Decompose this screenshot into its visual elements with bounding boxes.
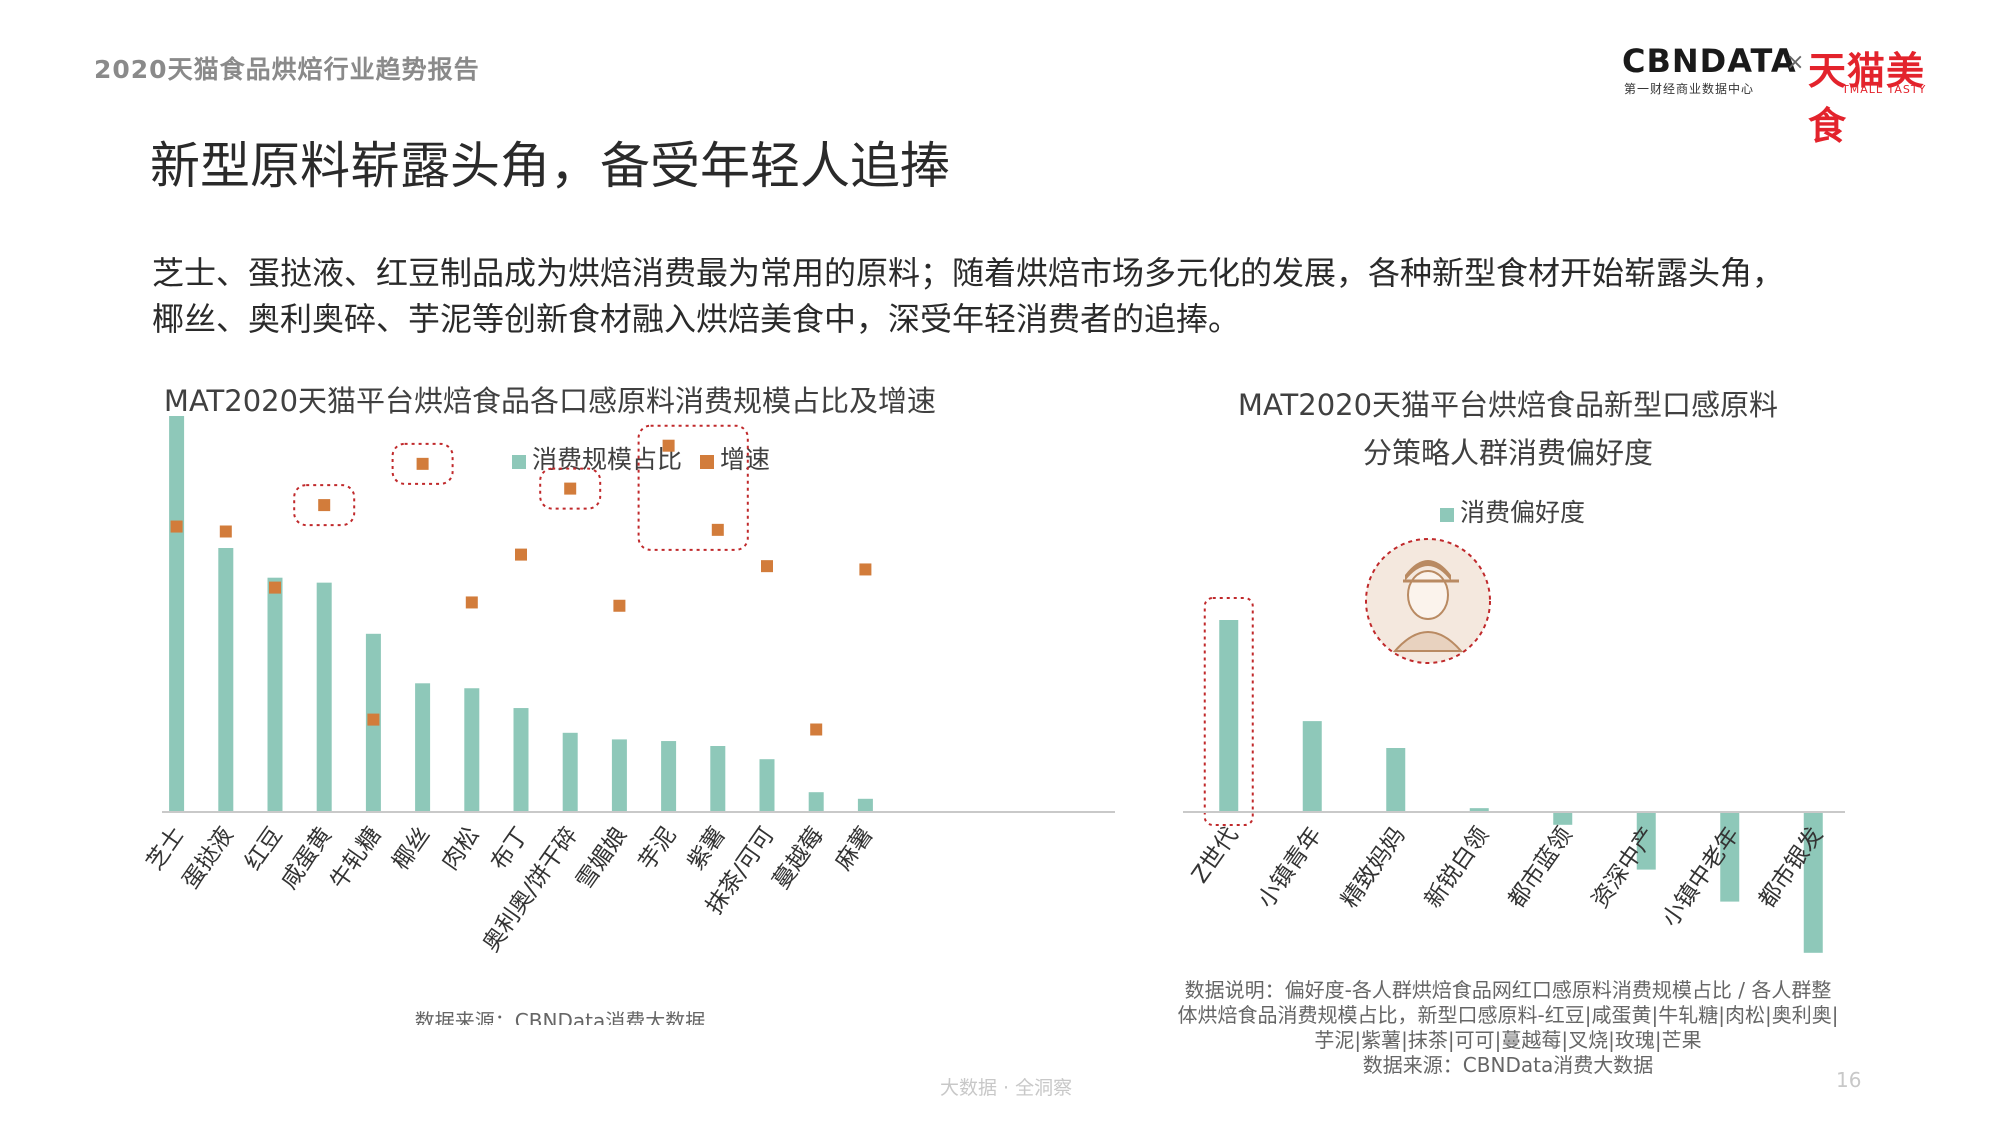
chart1-growth-point-8: [515, 548, 527, 561]
cbndata-logo-subtitle: 第一财经商业数据中心: [1624, 82, 1755, 96]
description: 芝士、蛋挞液、红豆制品成为烘焙消费最为常用的原料；随着烘焙市场多元化的发展，各种…: [152, 250, 1892, 342]
chart1-growth-point-15: [859, 563, 872, 576]
page-number: 16: [1836, 1068, 1862, 1092]
chart1-bar-2: [218, 548, 234, 812]
chart2-title-line-1: MAT2020天猫平台烘焙食品新型口感原料: [1238, 388, 1778, 422]
chart2-bar-7: [1720, 812, 1740, 902]
chart2-note-line-3: 芋泥|紫薯|抹茶|可可|蔓越莓|叉烧|玫瑰|芒果: [1314, 1028, 1701, 1052]
legend-swatch-growth: [700, 455, 714, 469]
chart1-growth-point-14: [810, 723, 823, 736]
chart2-bar-8: [1803, 812, 1823, 953]
page-headline: 新型原料崭露头角，备受年轻人追捧: [150, 137, 950, 195]
chart2-note-line-1: 数据说明：偏好度-各人群烘焙食品网红口感原料消费规模占比 / 各人群整: [1185, 978, 1832, 1002]
chart1-category-label: 红豆: [240, 823, 288, 876]
chart2-notes: 数据说明：偏好度-各人群烘焙食品网红口感原料消费规模占比 / 各人群整 体烘焙食…: [1178, 978, 1839, 1075]
chart1-growth-point-9: [564, 482, 577, 495]
chart1-bar-6: [415, 683, 431, 812]
footer-slogan: 大数据 · 全洞察: [940, 1077, 1073, 1099]
chart2-bar-2: [1302, 721, 1322, 812]
chart-ingredient-share-growth: MAT2020天猫平台烘焙食品各口感原料消费规模占比及增速 消费规模占比 增速 …: [142, 384, 1115, 1025]
chart1-category-label: 麻薯: [831, 823, 879, 876]
chart2-bar-1: [1219, 620, 1239, 812]
chart2-title-line-2: 分策略人群消费偏好度: [1363, 436, 1653, 470]
chart2-source: 数据来源：CBNData消费大数据: [1363, 1053, 1653, 1075]
chart1-bar-15: [857, 798, 873, 812]
chart1-category-label: 紫薯: [683, 823, 731, 876]
chart1-growth-point-12: [711, 523, 724, 536]
description-line-1: 芝士、蛋挞液、红豆制品成为烘焙消费最为常用的原料；随着烘焙市场多元化的发展，各种…: [152, 254, 1785, 292]
chart1-growth-point-5: [367, 713, 380, 726]
chart1-category-label: 雪媚娘: [571, 823, 632, 894]
z-generation-avatar-icon: [1365, 538, 1491, 664]
chart2-bar-4: [1469, 808, 1489, 812]
chart1-source: 数据来源：CBNData消费大数据: [415, 1009, 705, 1025]
report-title: 2020天猫食品烘焙行业趋势报告: [94, 55, 480, 84]
chart2-category-label: 新锐白领: [1420, 823, 1494, 913]
chart1-category-label: 蔓越莓: [768, 823, 829, 894]
chart1-title: MAT2020天猫平台烘焙食品各口感原料消费规模占比及增速: [164, 384, 936, 418]
chart2-category-label: 精致妈妈: [1337, 823, 1411, 913]
legend-swatch-share: [512, 455, 526, 469]
chart1-bar-3: [267, 577, 283, 812]
chart1-growth-point-11: [662, 439, 675, 452]
chart2-category-label: 小镇青年: [1253, 823, 1327, 913]
chart1-growth-point-13: [761, 560, 773, 573]
chart1-bar-1: [169, 416, 185, 812]
chart1-highlight-box: [637, 424, 749, 551]
chart1-category-label: 芝士: [142, 823, 190, 876]
chart2-bar-5: [1553, 812, 1573, 825]
chart2-note-line-2: 体烘焙食品消费规模占比，新型口感原料-红豆|咸蛋黄|牛轧糖|肉松|奥利奥|: [1178, 1003, 1839, 1027]
chart1-growth-point-4: [318, 499, 331, 512]
description-line-2: 椰丝、奥利奥碎、芋泥等创新食材融入烘焙美食中，深受年轻消费者的追捧。: [152, 300, 1241, 338]
chart1-bar-7: [464, 688, 480, 812]
chart1-growth-point-2: [219, 525, 232, 538]
chart1-bar-13: [759, 759, 775, 812]
chart1-category-label: 牛轧糖: [325, 823, 386, 894]
chart1-category-label: 芋泥: [634, 823, 682, 876]
chart1-bar-11: [661, 741, 677, 812]
chart1-bar-8: [513, 708, 529, 812]
chart1-growth-point-10: [613, 599, 626, 612]
legend-label-preference: 消费偏好度: [1460, 498, 1585, 527]
chart1-bar-12: [710, 746, 726, 812]
chart2-bar-3: [1386, 748, 1406, 812]
chart1-category-label: 肉松: [437, 823, 485, 876]
legend-label-growth: 增速: [720, 445, 770, 474]
chart1-highlight-box: [539, 467, 602, 510]
chart1-category-label: 布丁: [486, 823, 534, 876]
chart1-growth-point-6: [416, 457, 429, 470]
cbndata-logo-text: CBNDATA: [1622, 42, 1797, 80]
chart1-bar-14: [808, 792, 824, 812]
chart1-growth-point-7: [465, 596, 478, 609]
legend-label-share: 消费规模占比: [532, 445, 682, 474]
chart1-category-label: 蛋挞液: [178, 823, 239, 894]
legend-swatch-preference: [1440, 508, 1454, 522]
chart2-bar-6: [1636, 812, 1656, 870]
brand-logo: CBNDATA 第一财经商业数据中心 × 天猫美食 TMALL TASTY: [1622, 42, 1952, 148]
chart-group-preference: MAT2020天猫平台烘焙食品新型口感原料 分策略人群消费偏好度 消费偏好度 Z…: [1178, 388, 1845, 1075]
chart1-growth-point-1: [170, 520, 183, 533]
tmall-logo-text: 天猫美食: [1808, 49, 1926, 148]
chart2-highlight-box: [1203, 597, 1254, 826]
chart1-bar-4: [316, 582, 332, 812]
chart2-category-label: Z世代: [1187, 823, 1244, 889]
chart1-bar-9: [562, 732, 578, 812]
chart1-growth-point-3: [269, 581, 281, 594]
chart1-category-label: 咸蛋黄: [276, 823, 337, 894]
chart1-category-label: 奥利奥/饼干碎: [478, 823, 583, 957]
chart1-highlight-box: [391, 442, 454, 485]
tmall-logo-subtitle: TMALL TASTY: [1842, 83, 1927, 96]
chart1-bar-10: [611, 739, 627, 812]
chart1-category-label: 椰丝: [388, 823, 436, 876]
chart1-highlight-box: [293, 484, 356, 527]
logo-times-sign: ×: [1786, 50, 1805, 75]
chart2-category-label: 都市蓝领: [1504, 823, 1578, 913]
